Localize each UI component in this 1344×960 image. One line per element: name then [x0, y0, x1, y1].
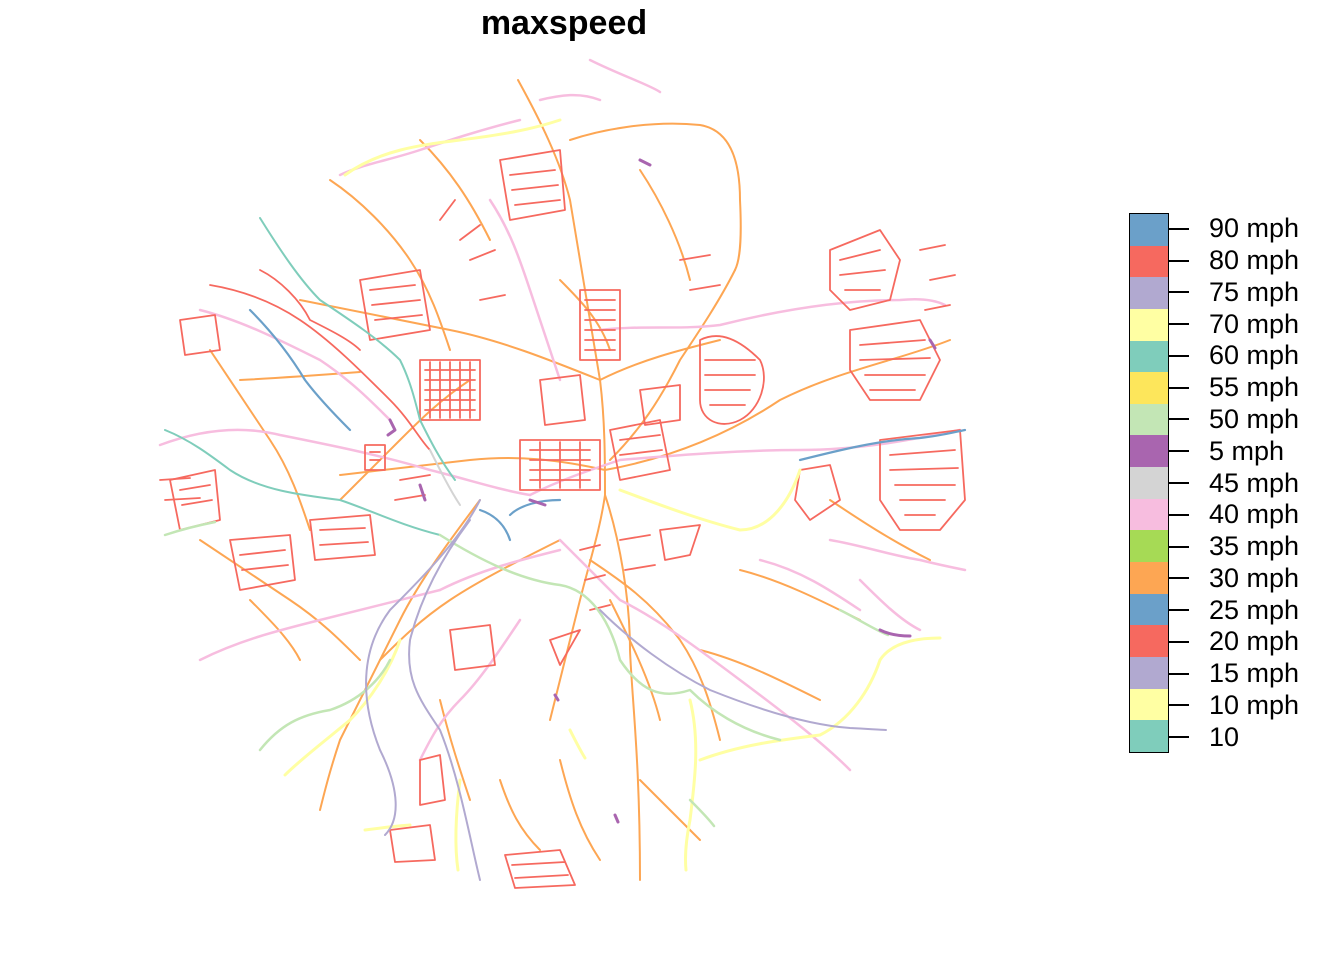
legend-swatch-20mph: [1130, 625, 1168, 657]
roads-60mph: [164, 217, 456, 536]
roads-5mph: [386, 158, 937, 824]
legend-label: 40 mph: [1209, 499, 1300, 530]
legend-tick: [1169, 513, 1189, 516]
roads-15mph: [365, 499, 887, 881]
legend-label: 50 mph: [1209, 403, 1300, 434]
roads-20mph: [159, 149, 966, 889]
legend-labels: 90 mph 80 mph 75 mph 70 mph 60 mph 55 mp…: [1169, 213, 1339, 753]
legend-tick: [1169, 704, 1189, 707]
legend-label: 10 mph: [1209, 689, 1300, 720]
legend-tick: [1169, 386, 1189, 389]
legend-label: 90 mph: [1209, 213, 1300, 244]
roads-50mph: [163, 520, 890, 828]
legend-swatch-5mph: [1130, 435, 1168, 468]
legend-tick: [1169, 354, 1189, 357]
legend-tick: [1169, 736, 1189, 739]
legend-label: 45 mph: [1209, 467, 1300, 498]
legend-swatch-30mph: [1130, 562, 1168, 594]
legend-tick: [1169, 450, 1189, 453]
legend-swatch-10: [1130, 720, 1168, 752]
roads-45mph: [429, 449, 461, 506]
legend-tick: [1169, 482, 1189, 484]
legend-tick: [1169, 640, 1189, 643]
legend-swatch-70mph: [1130, 308, 1168, 341]
legend-tick: [1169, 227, 1189, 230]
legend-swatch-60mph: [1130, 340, 1168, 373]
road-network-map: [158, 58, 967, 889]
legend-swatch-40mph: [1130, 498, 1168, 531]
legend-tick: [1169, 291, 1189, 294]
roads-25mph: [248, 308, 967, 542]
legend-tick: [1169, 672, 1189, 675]
legend-swatch-80mph: [1130, 245, 1168, 278]
roads-40mph: [158, 58, 967, 772]
legend-color-bar: [1129, 213, 1169, 753]
legend-swatch-55mph: [1130, 372, 1168, 404]
legend-label: 55 mph: [1209, 372, 1300, 403]
legend-label: 75 mph: [1209, 276, 1300, 307]
map-title: maxspeed: [480, 4, 648, 42]
legend-label: 70 mph: [1209, 308, 1300, 339]
legend-tick: [1169, 577, 1189, 580]
legend-label: 5 mph: [1209, 435, 1285, 466]
legend-label: 20 mph: [1209, 626, 1300, 657]
legend-tick: [1169, 545, 1189, 548]
legend-label: 35 mph: [1209, 531, 1300, 562]
legend-tick: [1169, 418, 1189, 421]
legend-tick: [1169, 323, 1189, 326]
legend-label: 80 mph: [1209, 245, 1300, 276]
legend-label: 15 mph: [1209, 658, 1300, 689]
legend-swatch-35mph: [1130, 530, 1168, 563]
legend-tick: [1169, 609, 1189, 612]
legend-swatch-90mph: [1130, 214, 1168, 246]
legend-label: 10: [1209, 721, 1240, 752]
legend-swatch-45mph: [1130, 467, 1168, 499]
legend-swatch-75mph: [1130, 277, 1168, 309]
legend-label: 25 mph: [1209, 594, 1300, 625]
legend-swatch-25mph: [1130, 593, 1168, 626]
legend-label: 60 mph: [1209, 340, 1300, 371]
legend-swatch-15mph: [1130, 656, 1168, 689]
roads-10mph: [283, 118, 942, 872]
legend-swatch-50mph: [1130, 403, 1168, 436]
legend-label: 30 mph: [1209, 562, 1300, 593]
legend-tick: [1169, 259, 1189, 262]
legend-swatch-10mph: [1130, 688, 1168, 721]
